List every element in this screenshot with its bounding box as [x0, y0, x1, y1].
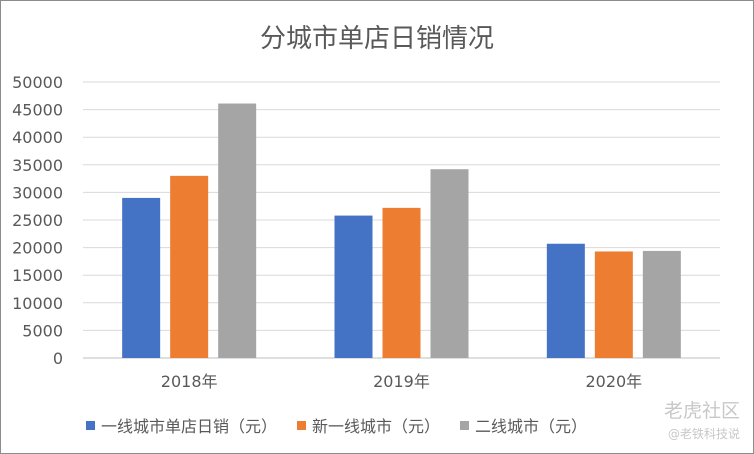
y-tick-label-4: 20000: [12, 239, 63, 258]
bar-series-1-cat-0: [170, 175, 209, 358]
x-tick-label-2: 2020年: [585, 372, 642, 391]
bar-series-0-cat-2: [546, 243, 585, 358]
chart-legend: 一线城市单店日销（元） 新一线城市（元） 二线城市（元）: [86, 413, 607, 437]
bar-series-2-cat-1: [430, 169, 469, 358]
x-tick-label-1: 2019年: [373, 372, 430, 391]
y-tick-label-2: 10000: [12, 294, 63, 313]
legend-swatch-series-2: [460, 420, 470, 430]
y-tick-label-3: 15000: [12, 266, 63, 285]
legend-label-series-2: 二线城市（元）: [475, 417, 588, 436]
bar-series-0-cat-0: [122, 197, 161, 358]
chart-title: 分城市单店日销情况: [259, 24, 494, 54]
bar-series-1-cat-1: [382, 207, 421, 358]
legend-swatch-series-1: [297, 420, 307, 430]
y-tick-label-5: 25000: [12, 211, 63, 230]
legend-item-series-0: 一线城市单店日销（元）: [86, 413, 277, 437]
legend-item-series-2: 二线城市（元）: [460, 413, 587, 437]
bar-series-2-cat-0: [218, 103, 257, 358]
y-tick-label-0: 0: [53, 349, 63, 368]
legend-label-series-0: 一线城市单店日销（元）: [101, 417, 278, 436]
watermark-sub: @老铁科技说: [667, 427, 740, 441]
y-tick-label-8: 40000: [12, 128, 63, 147]
watermark: 老虎社区 @老铁科技说: [664, 396, 740, 442]
bar-series-2-cat-2: [642, 250, 681, 358]
legend-item-series-1: 新一线城市（元）: [297, 413, 440, 437]
y-tick-label-9: 45000: [12, 101, 63, 120]
y-tick-label-7: 35000: [12, 156, 63, 175]
watermark-main: 老虎社区: [663, 400, 740, 422]
x-tick-label-0: 2018年: [161, 372, 218, 391]
bar-series-0-cat-1: [334, 215, 373, 358]
bar-series-1-cat-2: [594, 251, 633, 358]
y-tick-label-1: 5000: [22, 321, 63, 340]
legend-swatch-series-0: [86, 420, 95, 430]
legend-label-series-1: 新一线城市（元）: [312, 417, 441, 436]
y-tick-label-6: 30000: [12, 183, 63, 202]
y-tick-label-10: 50000: [12, 73, 63, 92]
